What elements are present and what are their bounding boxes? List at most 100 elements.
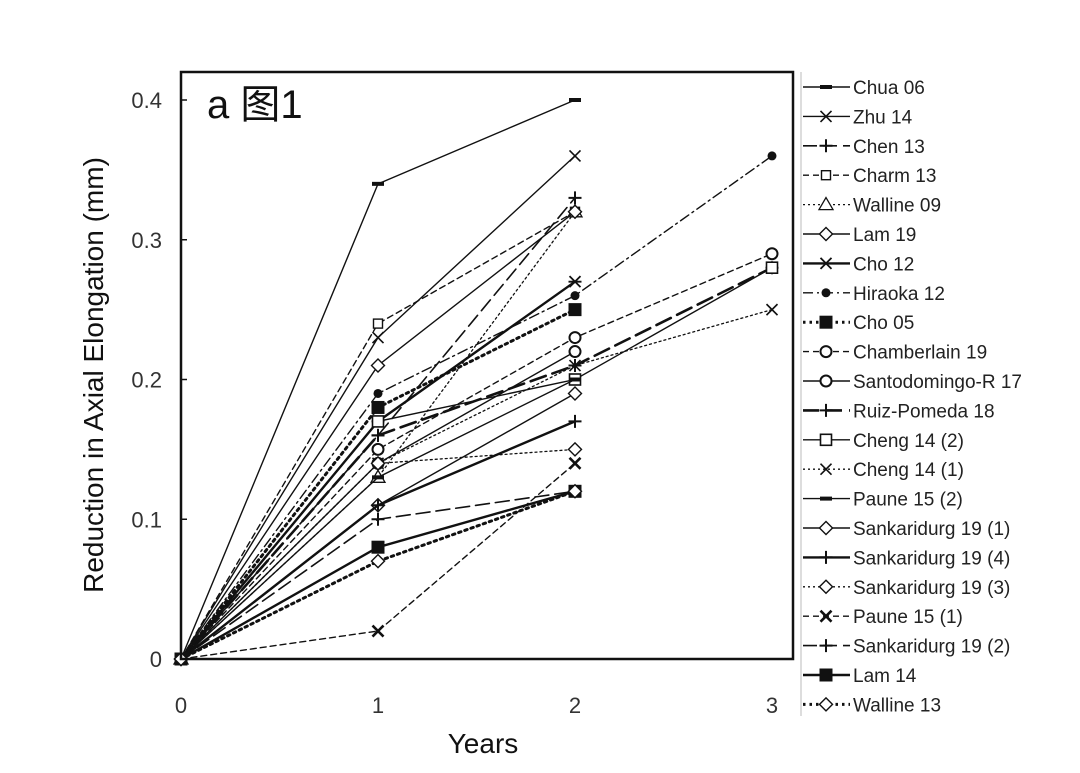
data-point <box>371 415 385 428</box>
legend-marker <box>817 196 835 211</box>
legend-item: Charm 13 <box>803 166 936 187</box>
legend-item: Sankaridurg 19 (3) <box>803 578 1010 599</box>
data-point <box>568 149 582 162</box>
legend-item: Sankaridurg 19 (1) <box>803 519 1010 540</box>
legend-item: Paune 15 (2) <box>803 490 963 511</box>
y-tick-label: 0.4 <box>131 88 162 113</box>
legend-item: Cheng 14 (2) <box>803 431 964 452</box>
legend-marker <box>821 288 831 298</box>
legend-item: Santodomingo-R 17 <box>803 372 1022 393</box>
legend-label: Charm 13 <box>853 166 936 187</box>
legend-label: Santodomingo-R 17 <box>853 372 1022 393</box>
data-point <box>568 456 582 470</box>
data-point <box>371 512 385 526</box>
legend-marker <box>818 520 834 536</box>
legend-item: Chamberlain 19 <box>803 343 987 364</box>
data-point <box>568 191 582 205</box>
data-point <box>567 204 583 220</box>
data-point <box>372 318 384 329</box>
legend-label: Walline 09 <box>853 196 941 217</box>
legend-item: Walline 13 <box>803 695 941 716</box>
legend-label: Lam 19 <box>853 225 916 246</box>
legend-label: Chamberlain 19 <box>853 343 987 364</box>
legend-item: Walline 09 <box>803 196 941 217</box>
legend-marker <box>819 463 833 476</box>
series-line <box>180 462 576 660</box>
y-tick-label: 0.1 <box>131 507 162 532</box>
y-tick-label: 0.3 <box>131 228 162 253</box>
x-tick-label: 2 <box>569 693 581 718</box>
x-axis-title: Years <box>448 728 519 759</box>
data-point <box>567 385 583 401</box>
series-layer <box>172 98 779 667</box>
data-point <box>568 345 582 359</box>
legend-item: Paune 15 (1) <box>803 607 963 628</box>
data-point <box>373 388 383 398</box>
legend-marker <box>819 257 833 270</box>
data-point <box>371 498 385 512</box>
legend-item: Ruiz-Pomeda 18 <box>803 401 995 422</box>
x-tick-label: 1 <box>372 693 384 718</box>
series-line <box>180 308 773 660</box>
data-point <box>371 540 385 554</box>
legend-marker <box>819 110 833 123</box>
legend-label: Cheng 14 (1) <box>853 460 964 481</box>
y-tick-label: 0 <box>150 647 162 672</box>
legend-label: Sankaridurg 19 (4) <box>853 548 1010 569</box>
data-point <box>371 428 385 442</box>
legend-label: Chen 13 <box>853 137 925 158</box>
legend-label: Cho 05 <box>853 313 914 334</box>
legend-label: Lam 14 <box>853 666 917 687</box>
legend-item: Chua 06 <box>803 78 925 99</box>
legend-marker <box>819 433 833 447</box>
legend-label: Cho 12 <box>853 254 914 275</box>
data-point <box>371 624 385 638</box>
ticks-layer: 0 1 2 3 0 0.1 0.2 0.3 0.4 <box>131 88 778 718</box>
legend-label: Sankaridurg 19 (1) <box>853 519 1010 540</box>
legend-label: Hiraoka 12 <box>853 284 945 305</box>
legend-marker <box>819 668 833 682</box>
legend-marker <box>820 169 832 181</box>
series-line <box>180 155 773 660</box>
data-point <box>765 303 779 316</box>
legend-marker <box>819 609 833 623</box>
series-1 <box>175 98 581 661</box>
data-point <box>370 455 386 471</box>
legend-label: Zhu 14 <box>853 107 913 128</box>
legend-label: Sankaridurg 19 (2) <box>853 637 1010 658</box>
data-point <box>371 331 385 344</box>
data-point <box>371 442 385 456</box>
data-point <box>567 483 583 499</box>
legend-marker <box>819 345 833 359</box>
x-tick-label: 3 <box>766 693 778 718</box>
legend-marker <box>819 374 833 388</box>
legend-label: Sankaridurg 19 (3) <box>853 578 1010 599</box>
data-point <box>568 331 582 345</box>
plot-frame <box>179 70 795 661</box>
data-point <box>568 303 582 317</box>
legend-label: Chua 06 <box>853 78 925 99</box>
legend-marker <box>818 696 834 712</box>
data-point <box>568 275 582 288</box>
legend-marker <box>819 639 833 653</box>
data-point <box>570 291 580 301</box>
legend-marker <box>818 226 834 242</box>
legend-label: Paune 15 (1) <box>853 607 963 628</box>
data-point <box>371 400 385 414</box>
data-point <box>568 414 582 428</box>
legend-label: Cheng 14 (2) <box>853 431 964 452</box>
legend-marker <box>819 403 833 417</box>
x-tick-label: 0 <box>175 693 187 718</box>
legend-item: Sankaridurg 19 (2) <box>803 637 1010 658</box>
data-point <box>370 553 386 569</box>
data-point <box>567 441 583 457</box>
legend-item: Cheng 14 (1) <box>803 460 964 481</box>
series-line <box>180 252 773 660</box>
legend-marker <box>819 550 833 564</box>
legend-item: Lam 14 <box>803 666 917 687</box>
panel-label: a 图1 <box>207 83 303 127</box>
data-point <box>765 261 779 275</box>
series-19 <box>174 456 582 666</box>
y-tick-label: 0.2 <box>131 368 162 393</box>
